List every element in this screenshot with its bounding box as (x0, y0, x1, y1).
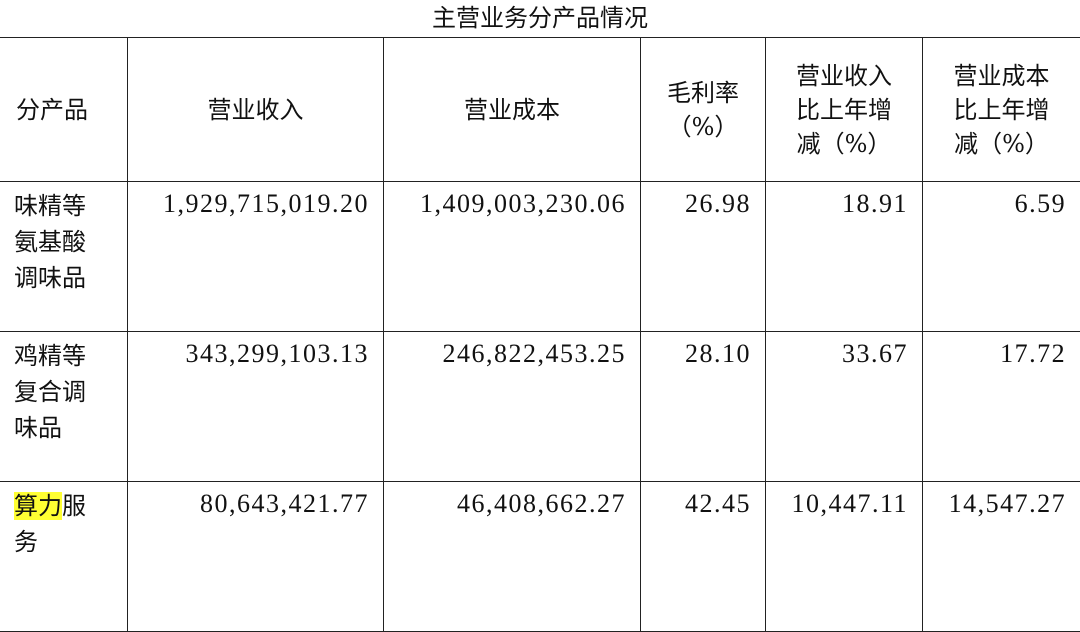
header-cost-change: 营业成本 比上年增 减（%） (923, 38, 1080, 182)
header-revenue-change: 营业收入 比上年增 减（%） (766, 38, 923, 182)
product-name: 算力服 务 (0, 482, 128, 632)
table-title: 主营业务分产品情况 (0, 0, 1080, 38)
cost-change-cell: 17.72 (923, 332, 1080, 482)
highlighted-text: 算力 (14, 492, 62, 520)
table-row: 算力服 务 80,643,421.77 46,408,662.27 42.45 … (0, 482, 1080, 632)
gross-margin-cell: 42.45 (641, 482, 766, 632)
cost-cell: 246,822,453.25 (384, 332, 641, 482)
table-row: 味精等 氨基酸 调味品 1,929,715,019.20 1,409,003,2… (0, 182, 1080, 332)
header-row: 分产品 营业收入 营业成本 毛利率 （%） 营业收入 比上年增 减（%） 营业成… (0, 38, 1080, 182)
gross-margin-cell: 26.98 (641, 182, 766, 332)
header-revenue: 营业收入 (128, 38, 384, 182)
header-product: 分产品 (0, 38, 128, 182)
header-gross-margin: 毛利率 （%） (641, 38, 766, 182)
cost-cell: 1,409,003,230.06 (384, 182, 641, 332)
revenue-cell: 1,929,715,019.20 (128, 182, 384, 332)
product-name: 鸡精等 复合调 味品 (0, 332, 128, 482)
revenue-cell: 80,643,421.77 (128, 482, 384, 632)
revenue-change-cell: 33.67 (766, 332, 923, 482)
revenue-change-cell: 18.91 (766, 182, 923, 332)
revenue-change-cell: 10,447.11 (766, 482, 923, 632)
cost-cell: 46,408,662.27 (384, 482, 641, 632)
revenue-cell: 343,299,103.13 (128, 332, 384, 482)
gross-margin-cell: 28.10 (641, 332, 766, 482)
header-cost: 营业成本 (384, 38, 641, 182)
cost-change-cell: 14,547.27 (923, 482, 1080, 632)
product-name: 味精等 氨基酸 调味品 (0, 182, 128, 332)
cost-change-cell: 6.59 (923, 182, 1080, 332)
table-row: 鸡精等 复合调 味品 343,299,103.13 246,822,453.25… (0, 332, 1080, 482)
